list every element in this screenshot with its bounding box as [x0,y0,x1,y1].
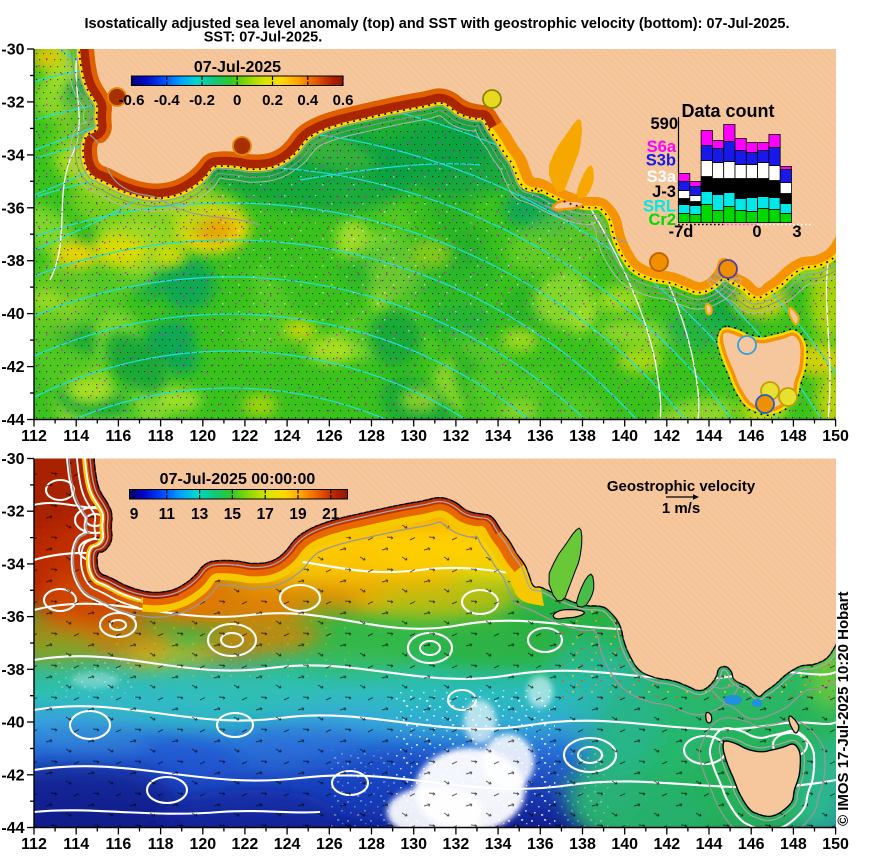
svg-text:124: 124 [274,836,301,853]
svg-text:136: 136 [527,836,554,853]
svg-text:150: 150 [822,836,849,853]
svg-text:S3b: S3b [646,152,676,170]
svg-text:132: 132 [443,428,470,445]
svg-text:-40: -40 [1,715,24,732]
svg-text:112: 112 [21,836,47,853]
svg-text:150: 150 [822,428,849,445]
svg-text:124: 124 [274,428,301,445]
svg-text:0: 0 [233,92,241,109]
svg-text:-32: -32 [1,504,24,521]
svg-text:-7d: -7d [669,223,694,241]
svg-text:-42: -42 [1,359,24,376]
svg-text:128: 128 [358,428,385,445]
svg-text:11: 11 [159,506,176,523]
svg-text:S6a: S6a [647,138,677,156]
svg-text:-0.4: -0.4 [154,92,181,109]
svg-text:126: 126 [316,836,343,853]
svg-text:114: 114 [63,836,89,853]
svg-text:118: 118 [148,836,174,853]
svg-text:140: 140 [611,836,638,853]
svg-text:146: 146 [738,836,765,853]
svg-text:13: 13 [191,506,209,523]
svg-text:-40: -40 [1,306,24,323]
svg-text:-30: -30 [1,42,24,59]
svg-text:144: 144 [696,428,723,445]
svg-text:21: 21 [322,506,340,523]
svg-text:0.6: 0.6 [333,92,354,109]
svg-text:134: 134 [485,836,512,853]
svg-text:SST: 07-Jul-2025.: SST: 07-Jul-2025. [204,30,322,46]
svg-text:SRL: SRL [643,198,676,216]
svg-text:146: 146 [738,428,765,445]
svg-text:-42: -42 [1,767,24,784]
svg-text:-0.6: -0.6 [119,92,145,109]
svg-text:142: 142 [653,836,680,853]
svg-text:112: 112 [21,428,47,445]
svg-text:-0.2: -0.2 [189,92,215,109]
svg-text:140: 140 [611,428,638,445]
svg-text:138: 138 [569,836,596,853]
svg-text:19: 19 [289,506,307,523]
svg-text:S3a: S3a [647,168,677,186]
svg-text:-36: -36 [1,609,24,626]
svg-text:1 m/s: 1 m/s [662,500,700,517]
svg-text:-44: -44 [1,820,24,837]
svg-text:132: 132 [443,836,470,853]
svg-text:Isostatically adjusted sea lev: Isostatically adjusted sea level anomaly… [84,16,789,32]
svg-text:148: 148 [780,428,807,445]
svg-text:120: 120 [189,428,216,445]
svg-text:© IMOS 17-Jul-2025 10:20 Hobar: © IMOS 17-Jul-2025 10:20 Hobart [835,592,852,826]
svg-text:130: 130 [400,428,427,445]
svg-text:0: 0 [752,223,761,241]
svg-text:-38: -38 [1,662,24,679]
svg-text:Geostrophic velocity: Geostrophic velocity [607,478,756,495]
svg-text:-34: -34 [1,147,24,164]
svg-text:15: 15 [224,506,242,523]
svg-text:116: 116 [105,836,131,853]
svg-text:17: 17 [257,506,274,523]
svg-text:590: 590 [650,115,678,133]
svg-text:07-Jul-2025: 07-Jul-2025 [194,59,281,76]
svg-text:-38: -38 [1,253,24,270]
svg-text:-36: -36 [1,200,24,217]
svg-text:130: 130 [400,836,427,853]
svg-text:134: 134 [485,428,512,445]
svg-text:-44: -44 [1,412,24,429]
svg-text:148: 148 [780,836,807,853]
svg-text:120: 120 [189,836,216,853]
svg-text:J-3: J-3 [652,183,676,201]
svg-text:Cr2: Cr2 [648,211,676,229]
svg-text:142: 142 [653,428,680,445]
svg-text:126: 126 [316,428,343,445]
svg-text:0.4: 0.4 [297,92,319,109]
svg-text:116: 116 [105,428,131,445]
svg-text:118: 118 [148,428,174,445]
svg-text:-30: -30 [1,451,24,468]
svg-text:138: 138 [569,428,596,445]
svg-text:144: 144 [696,836,723,853]
svg-text:122: 122 [232,428,259,445]
svg-text:122: 122 [232,836,259,853]
svg-text:136: 136 [527,428,554,445]
svg-text:3: 3 [792,223,801,241]
svg-text:07-Jul-2025 00:00:00: 07-Jul-2025 00:00:00 [160,471,316,488]
svg-text:114: 114 [63,428,89,445]
svg-text:9: 9 [130,506,139,523]
svg-text:-34: -34 [1,556,24,573]
svg-text:Data count: Data count [681,101,774,121]
svg-text:128: 128 [358,836,385,853]
svg-text:0.2: 0.2 [262,92,283,109]
svg-text:-32: -32 [1,94,24,111]
